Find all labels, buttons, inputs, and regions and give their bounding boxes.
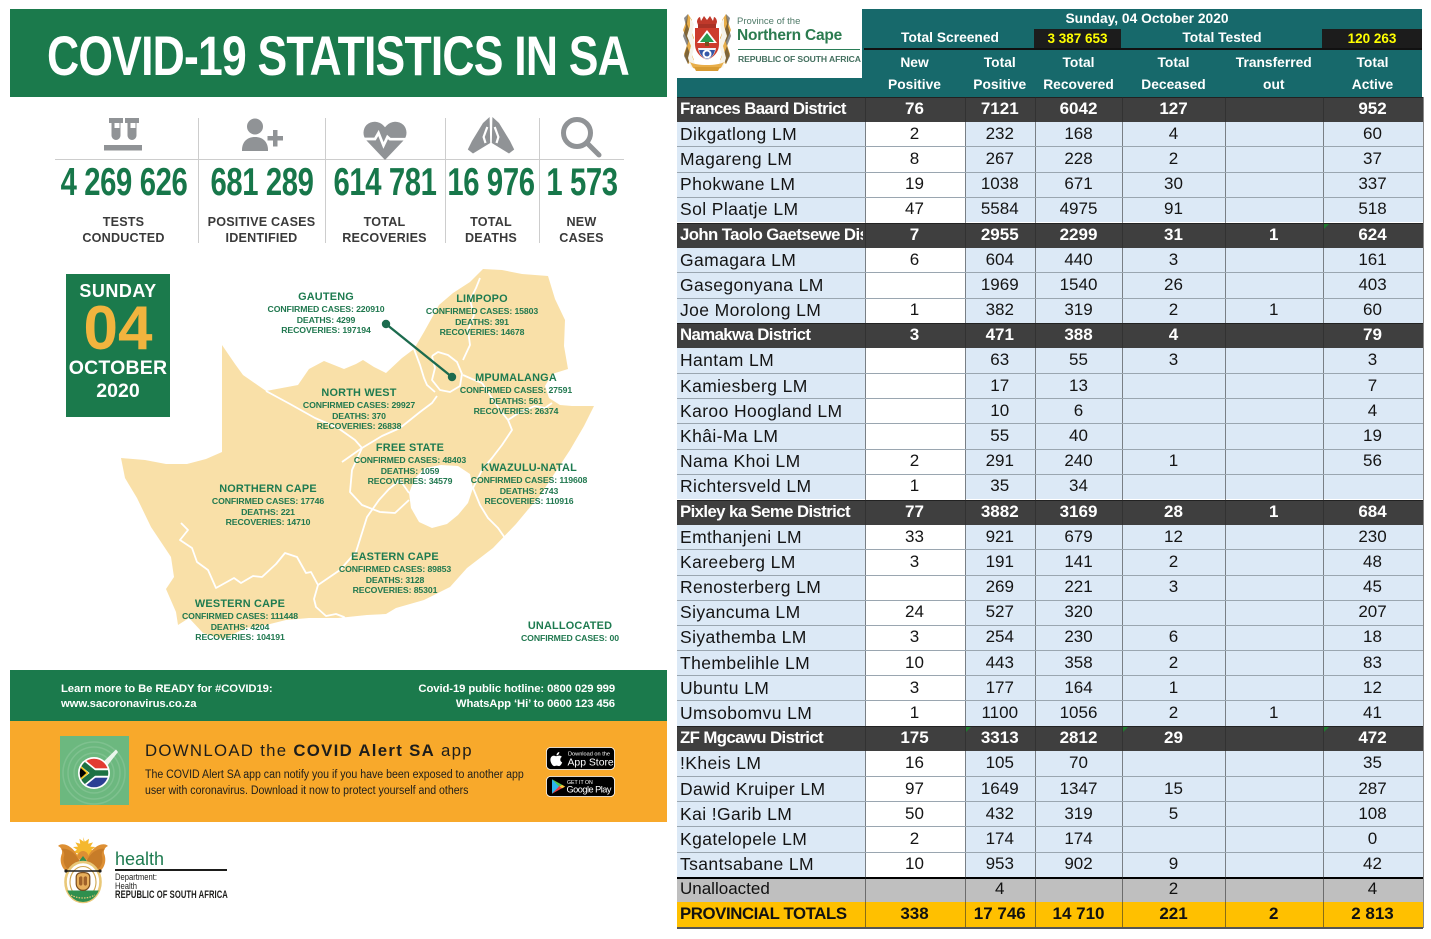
svg-text:Download on the: Download on the	[568, 752, 610, 758]
svg-text:GET IT ON: GET IT ON	[567, 780, 593, 786]
svg-text:Google Play: Google Play	[567, 785, 612, 795]
svg-text:App Store: App Store	[568, 758, 614, 769]
